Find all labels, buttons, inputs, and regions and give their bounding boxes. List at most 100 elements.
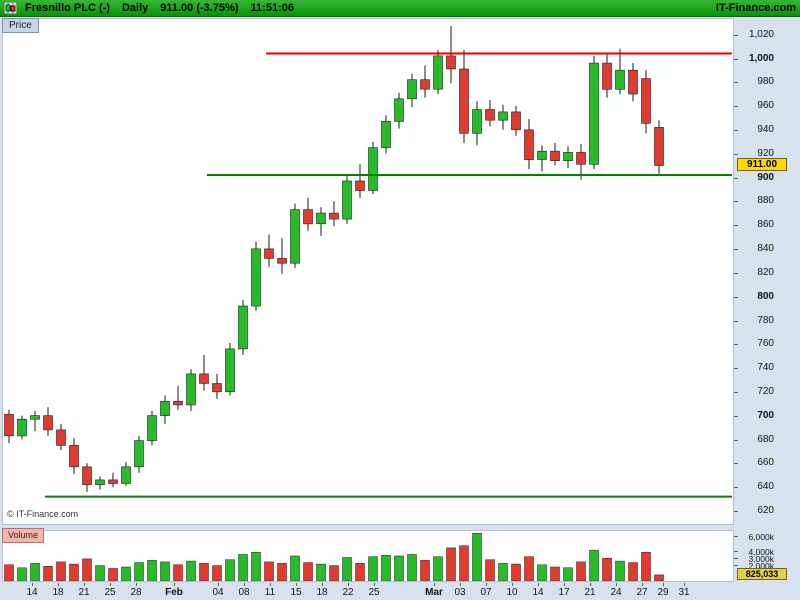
x-axis[interactable]: 14 18 21 25 28 Feb 04 08 11 15 18 22 25 Mar 03 07 10 14 17… (2, 583, 734, 600)
x-axis-label: 21 (584, 587, 596, 598)
y-axis-label: 960 (757, 100, 774, 112)
volume-bar (368, 556, 378, 582)
volume-bar (342, 557, 352, 582)
volume-axis-label: 6,000k (748, 531, 774, 542)
y-axis-label: 900 (757, 171, 774, 183)
candle-body (537, 150, 547, 160)
candle-body (290, 209, 300, 264)
y-axis-label: 700 (757, 409, 774, 421)
y-tick (734, 392, 738, 393)
volume-chart-canvas[interactable] (3, 531, 733, 582)
candle-body (524, 129, 534, 160)
price-tab[interactable]: Price (2, 18, 39, 33)
x-tick (564, 583, 565, 586)
candle-body (602, 62, 612, 90)
candle-body (654, 127, 664, 166)
x-axis-label: 03 (454, 587, 466, 598)
volume-bar (264, 561, 274, 582)
y-tick (734, 439, 738, 441)
x-axis-label: 27 (636, 587, 648, 598)
volume-bar (277, 563, 287, 582)
volume-bar (407, 554, 417, 582)
timeframe-label: Daily (121, 2, 149, 14)
volume-y-tick (734, 535, 738, 537)
symbol-title: Fresnillo PLC (-) (25, 2, 110, 14)
volume-axis-label: 3,000k (748, 553, 774, 564)
volume-y-tick (734, 565, 738, 567)
header-bar: Fresnillo PLC (-) Daily 911.00 (-3.75%) … (0, 0, 800, 17)
x-tick (136, 583, 137, 586)
x-tick (322, 583, 323, 586)
volume-bar (641, 552, 651, 582)
candle-body (433, 55, 443, 90)
volume-bar (511, 563, 521, 582)
x-axis-label: 28 (130, 587, 142, 598)
y-tick (734, 34, 738, 36)
y-tick (734, 415, 738, 417)
candle-body (17, 418, 27, 437)
volume-bar (134, 562, 144, 582)
volume-bar (199, 563, 209, 582)
x-tick (348, 583, 349, 586)
candle-body (407, 79, 417, 100)
candle-body (563, 152, 573, 161)
y-tick (734, 201, 738, 203)
x-tick (434, 583, 435, 586)
x-axis-label: 31 (678, 587, 690, 598)
candle-body (641, 78, 651, 124)
price-plot[interactable]: © IT-Finance.com (2, 18, 734, 525)
volume-bar (290, 555, 300, 582)
volume-bar (654, 574, 664, 582)
x-axis-label: 22 (342, 587, 354, 598)
volume-bar (615, 560, 625, 582)
x-axis-label: 14 (532, 587, 544, 598)
price-y-axis[interactable]: 1,020 1,000 980 960 940 920 900 880 860 840 820 800… (734, 18, 800, 525)
volume-plot[interactable] (2, 530, 734, 582)
y-tick (734, 225, 738, 227)
x-axis-label: 25 (104, 587, 116, 598)
y-axis-label: 740 (757, 362, 774, 374)
copyright-label: © IT-Finance.com (7, 509, 79, 519)
y-tick (734, 487, 738, 489)
volume-bar (628, 562, 638, 582)
x-tick (486, 583, 487, 586)
candle-body (459, 68, 469, 134)
x-tick (590, 583, 591, 586)
volume-bar (602, 557, 612, 582)
candle-body (30, 415, 40, 420)
volume-bar (186, 560, 196, 582)
volume-bar (537, 564, 547, 582)
candle-body (485, 109, 495, 121)
y-tick (734, 320, 738, 322)
x-tick (174, 583, 175, 586)
volume-bar (56, 561, 66, 582)
x-tick (642, 583, 643, 586)
volume-tab[interactable]: Volume (2, 528, 45, 543)
y-tick (734, 106, 738, 108)
candle-body (225, 348, 235, 393)
candlestick-icon (4, 2, 17, 14)
y-axis-label: 680 (757, 433, 774, 445)
x-tick (663, 583, 664, 586)
candle-body (511, 111, 521, 131)
candle-body (134, 440, 144, 468)
candle-body (316, 212, 326, 225)
candle-body (186, 373, 196, 406)
candle-body (615, 69, 625, 90)
candle-body (173, 400, 183, 406)
y-axis-label: 820 (757, 266, 774, 278)
candle-body (147, 415, 157, 441)
candle-body (329, 212, 339, 220)
volume-bar (589, 549, 599, 582)
x-axis-label: 15 (290, 587, 302, 598)
candle-body (69, 445, 79, 468)
volume-bar (251, 552, 261, 582)
x-tick (218, 583, 219, 586)
y-tick (734, 153, 738, 155)
volume-bar (446, 547, 456, 582)
candle-body (342, 180, 352, 220)
price-chart-canvas[interactable] (3, 19, 733, 524)
y-axis-label: 1,020 (748, 28, 774, 40)
y-tick (734, 249, 738, 251)
volume-y-axis[interactable]: 6,000k 4,000k 3,000k 2,000k (734, 530, 800, 582)
